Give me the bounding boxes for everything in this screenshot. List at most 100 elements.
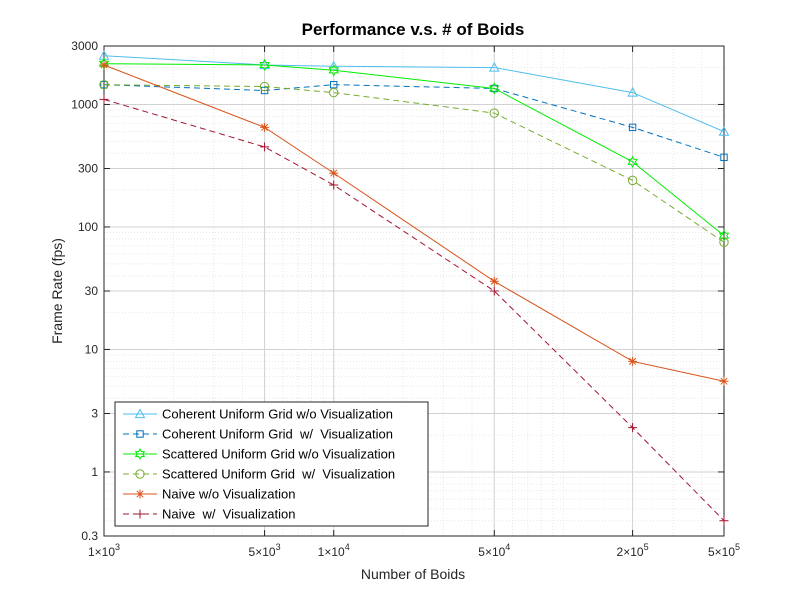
- data-point: [719, 237, 729, 247]
- series-line: [103, 63, 725, 236]
- data-point: [259, 81, 270, 92]
- legend-item: Coherent Uniform Grid w/ Visualization: [123, 427, 393, 442]
- x-tick-labels: 1×103 5×103 1×104 5×104 2×105 5×105: [88, 542, 740, 559]
- y-tick-label: 1: [91, 465, 98, 479]
- x-tick-exponent: 4: [345, 542, 350, 552]
- x-axis-label: Number of Boids: [361, 566, 465, 582]
- legend-label: Scattered Uniform Grid w/o Visualization: [162, 447, 395, 462]
- y-tick-label: 0.3: [81, 529, 98, 543]
- data-point: [489, 276, 499, 286]
- y-tick-label: 3000: [71, 39, 98, 53]
- x-tick-mantissa: 1: [88, 545, 95, 559]
- legend-marker: [134, 447, 146, 461]
- x-tick-label: 2×105: [617, 542, 649, 559]
- x-tick-times: ×10: [324, 545, 345, 559]
- x-tick-label: 5×105: [708, 542, 740, 559]
- legend-marker: [135, 469, 145, 479]
- x-tick-exponent: 3: [115, 542, 120, 552]
- legend-item: Scattered Uniform Grid w/ Visualization: [123, 467, 395, 482]
- legend-label: Scattered Uniform Grid w/ Visualization: [162, 467, 395, 482]
- data-point: [329, 87, 339, 98]
- data-point: [329, 168, 339, 178]
- series-1: [98, 50, 730, 136]
- legend-item: Scattered Uniform Grid w/o Visualization: [123, 447, 395, 462]
- x-tick-exponent: 4: [505, 542, 510, 552]
- data-point: [720, 153, 728, 162]
- series-5: [99, 60, 729, 386]
- data-point: [99, 94, 109, 104]
- data-point: [719, 376, 729, 386]
- data-point: [489, 82, 500, 95]
- y-tick-label: 30: [85, 284, 99, 298]
- y-tick-label: 1000: [71, 97, 98, 111]
- x-tick-label: 1×104: [318, 542, 350, 559]
- data-point: [488, 62, 500, 72]
- series-layer: [98, 50, 730, 526]
- series-4: [99, 79, 729, 247]
- y-tick-labels: 0.3 1 3 10 30 100 300 1000 3000: [71, 39, 98, 543]
- x-tick-times: ×10: [255, 545, 276, 559]
- data-point: [628, 123, 637, 132]
- data-point: [627, 87, 638, 97]
- legend-marker: [135, 509, 145, 519]
- data-point: [260, 122, 270, 132]
- x-tick-times: ×10: [623, 545, 644, 559]
- x-tick-mantissa: 1: [318, 545, 325, 559]
- data-point: [489, 286, 499, 296]
- legend-marker: [135, 489, 145, 499]
- y-tick-label: 300: [78, 162, 98, 176]
- data-point: [328, 64, 339, 77]
- legend-item: Coherent Uniform Grid w/o Visualization: [123, 407, 393, 422]
- legend-label: Naive w/o Visualization: [162, 487, 295, 502]
- data-point: [718, 229, 730, 242]
- x-tick-label: 1×103: [88, 542, 120, 559]
- x-tick-exponent: 5: [644, 542, 649, 552]
- data-point: [260, 142, 270, 152]
- x-tick-mantissa: 2: [617, 545, 624, 559]
- legend-label: Coherent Uniform Grid w/ Visualization: [162, 427, 393, 442]
- y-axis-label: Frame Rate (fps): [49, 238, 65, 344]
- legend-label: Coherent Uniform Grid w/o Visualization: [162, 407, 393, 422]
- data-point: [260, 86, 269, 95]
- series-line: [103, 84, 725, 243]
- x-tick-times: ×10: [95, 545, 116, 559]
- data-point: [627, 155, 638, 168]
- legend: Coherent Uniform Grid w/o Visualization C…: [114, 401, 429, 527]
- chart-title: Performance v.s. # of Boids: [302, 20, 525, 39]
- x-tick-times: ×10: [715, 545, 736, 559]
- series-3: [98, 57, 730, 242]
- legend-item: Naive w/ Visualization: [123, 507, 295, 522]
- series-2: [100, 80, 728, 162]
- data-point: [489, 108, 499, 118]
- x-tick-label: 5×103: [249, 542, 281, 559]
- data-point: [259, 58, 270, 72]
- data-point: [99, 60, 109, 70]
- data-point: [628, 423, 638, 433]
- data-point: [627, 175, 638, 186]
- legend-marker: [136, 430, 144, 438]
- y-tick-label: 10: [85, 342, 99, 356]
- series-line: [103, 84, 725, 158]
- legend-marker: [134, 408, 146, 419]
- x-tick-times: ×10: [485, 545, 506, 559]
- x-tick-mantissa: 5: [478, 545, 485, 559]
- data-point: [99, 79, 109, 90]
- x-tick-exponent: 5: [735, 542, 740, 552]
- series-line: [103, 98, 725, 522]
- y-tick-label: 3: [91, 407, 98, 421]
- legend-item: Naive w/o Visualization: [123, 487, 295, 502]
- tick-marks: [103, 45, 725, 537]
- x-tick-mantissa: 5: [249, 545, 256, 559]
- x-tick-mantissa: 5: [708, 545, 715, 559]
- x-tick-exponent: 3: [276, 542, 281, 552]
- legend-label: Naive w/ Visualization: [162, 507, 295, 522]
- series-6: [99, 94, 729, 526]
- series-line: [103, 55, 725, 133]
- data-point: [329, 180, 339, 190]
- data-point: [719, 516, 729, 526]
- x-tick-label: 5×104: [478, 542, 510, 559]
- legend-box: [114, 401, 429, 527]
- data-point: [628, 356, 638, 366]
